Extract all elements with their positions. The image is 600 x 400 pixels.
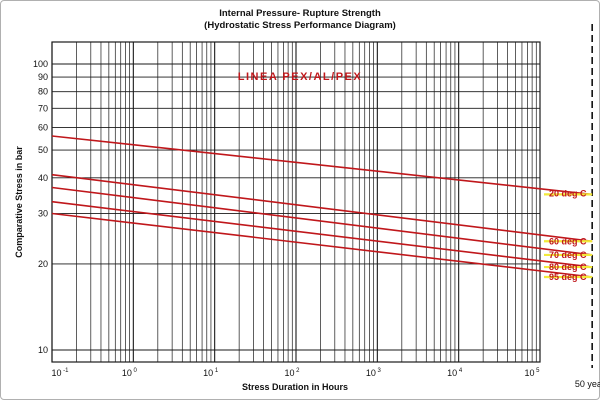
series-label: 60 deg C [549,236,587,246]
x-tick-label: 10 0 [122,368,138,378]
y-tick-label: 10 [38,345,48,355]
x-tick-label: 10 5 [524,368,540,378]
y-tick-label: 90 [38,72,48,82]
y-tick-label: 80 [38,87,48,97]
y-tick-label: 40 [38,173,48,183]
series-lines: 20 deg C 60 deg C 70 deg C 80 deg C95 deg C [51,135,593,282]
series-line [51,212,593,278]
x-tick-label: 10 4 [447,368,463,378]
chart-title: Internal Pressure- Rupture Strength [219,8,381,19]
y-axis-ticks: 10 20 30 40 50 60 70 80 90 100 [33,59,48,355]
series-line [51,135,593,196]
series-line [51,186,593,256]
reference-line-label: 50 years [575,379,600,389]
series-label: 70 deg C [549,250,587,260]
y-tick-label: 100 [33,59,48,69]
series-label: 95 deg C [549,272,587,282]
series-label: 80 deg C [549,262,587,272]
y-tick-label: 30 [38,209,48,219]
y-tick-label: 60 [38,122,48,132]
x-tick-label: 10 1 [203,368,219,378]
y-axis-label: Comparative Stress in bar [14,146,24,258]
y-tick-label: 50 [38,145,48,155]
y-tick-label: 70 [38,103,48,113]
annotation-linea: LINEA PEX/AL/PEX [238,71,362,83]
x-axis-label: Stress Duration in Hours [242,382,348,392]
y-tick-label: 20 [38,259,48,269]
series-label: 20 deg C [549,188,587,198]
x-tick-label: 10 3 [366,368,382,378]
series-line [51,200,593,268]
series-line [51,173,593,243]
chart-subtitle: (Hydrostatic Stress Performance Diagram) [204,20,396,31]
x-tick-label: 10 -1 [51,368,69,378]
x-tick-label: 10 2 [284,368,300,378]
x-axis-ticks: 10 -1 10 0 10 1 10 2 10 3 10 4 10 5 [51,368,540,378]
grid [51,42,540,362]
